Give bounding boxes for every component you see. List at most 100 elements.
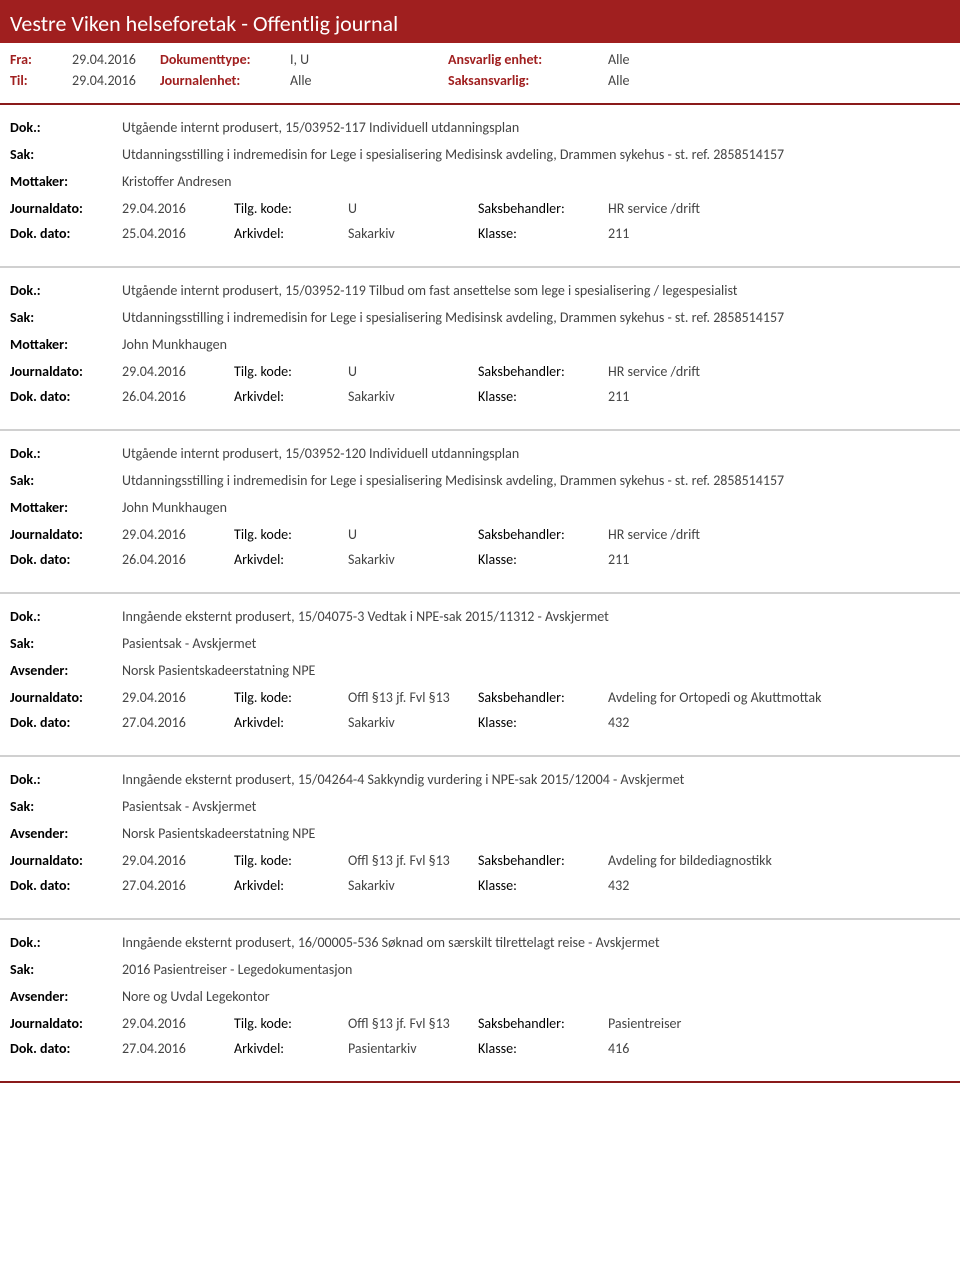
- party-value: Kristoffer Andresen: [122, 173, 232, 190]
- dok-value: Utgående internt produsert, 15/03952-119…: [122, 282, 738, 299]
- klasse-value: 211: [608, 225, 629, 242]
- dok-value: Utgående internt produsert, 15/03952-120…: [122, 445, 519, 462]
- fra-value: 29.04.2016: [72, 51, 160, 68]
- dokdato-label: Dok. dato:: [10, 225, 122, 242]
- journal-entry: Dok.:Inngående eksternt produsert, 15/04…: [0, 757, 960, 920]
- dokdato-value: 26.04.2016: [122, 551, 234, 568]
- klasse-label: Klasse:: [478, 877, 608, 894]
- sak-value: Utdanningsstilling i indremedisin for Le…: [122, 472, 784, 489]
- klasse-label: Klasse:: [478, 388, 608, 405]
- arkivdel-value: Sakarkiv: [348, 877, 478, 894]
- meta-row-1: Fra: 29.04.2016 Dokumenttype: I, U Ansva…: [10, 51, 950, 68]
- arkivdel-value: Sakarkiv: [348, 714, 478, 731]
- dokdato-label: Dok. dato:: [10, 714, 122, 731]
- klasse-value: 211: [608, 388, 629, 405]
- saksbehandler-value: HR service /drift: [608, 363, 700, 380]
- tilgkode-value: Offl §13 jf. Fvl §13: [348, 852, 478, 869]
- tilgkode-value: Offl §13 jf. Fvl §13: [348, 1015, 478, 1032]
- arkivdel-label: Arkivdel:: [234, 551, 348, 568]
- entries-container: Dok.:Utgående internt produsert, 15/0395…: [0, 105, 960, 1083]
- arkivdel-label: Arkivdel:: [234, 225, 348, 242]
- sak-label: Sak:: [10, 472, 122, 489]
- arkivdel-value: Sakarkiv: [348, 551, 478, 568]
- journal-entry: Dok.:Utgående internt produsert, 15/0395…: [0, 431, 960, 594]
- arkivdel-label: Arkivdel:: [234, 714, 348, 731]
- page-title: Vestre Viken helseforetak - Offentlig jo…: [0, 0, 960, 43]
- journaldato-value: 29.04.2016: [122, 526, 234, 543]
- journaldato-value: 29.04.2016: [122, 363, 234, 380]
- party-value: Nore og Uvdal Legekontor: [122, 988, 270, 1005]
- arkivdel-label: Arkivdel:: [234, 388, 348, 405]
- party-label: Mottaker:: [10, 336, 122, 353]
- saksbehandler-value: Avdeling for bildediagnostikk: [608, 852, 772, 869]
- saksbehandler-value: Pasientreiser: [608, 1015, 681, 1032]
- doktype-value: I, U: [290, 51, 448, 68]
- dokdato-label: Dok. dato:: [10, 877, 122, 894]
- saksbehandler-value: HR service /drift: [608, 200, 700, 217]
- journaldato-label: Journaldato:: [10, 1015, 122, 1032]
- arkivdel-value: Sakarkiv: [348, 388, 478, 405]
- til-value: 29.04.2016: [72, 72, 160, 89]
- sak-value: Pasientsak - Avskjermet: [122, 798, 256, 815]
- saksbehandler-label: Saksbehandler:: [478, 689, 608, 706]
- party-label: Mottaker:: [10, 173, 122, 190]
- tilgkode-label: Tilg. kode:: [234, 526, 348, 543]
- dokdato-label: Dok. dato:: [10, 551, 122, 568]
- dokdato-value: 26.04.2016: [122, 388, 234, 405]
- dok-label: Dok.:: [10, 771, 122, 788]
- party-value: Norsk Pasientskadeerstatning NPE: [122, 662, 315, 679]
- sak-value: Utdanningsstilling i indremedisin for Le…: [122, 309, 784, 326]
- saksbehandler-value: HR service /drift: [608, 526, 700, 543]
- tilgkode-value: U: [348, 363, 478, 380]
- sak-value: Utdanningsstilling i indremedisin for Le…: [122, 146, 784, 163]
- tilgkode-label: Tilg. kode:: [234, 689, 348, 706]
- party-value: John Munkhaugen: [122, 336, 227, 353]
- journaldato-value: 29.04.2016: [122, 1015, 234, 1032]
- sak-label: Sak:: [10, 146, 122, 163]
- dokdato-value: 27.04.2016: [122, 714, 234, 731]
- dok-label: Dok.:: [10, 934, 122, 951]
- saksansvarlig-label: Saksansvarlig:: [448, 72, 608, 89]
- saksbehandler-label: Saksbehandler:: [478, 526, 608, 543]
- arkivdel-value: Sakarkiv: [348, 225, 478, 242]
- fra-label: Fra:: [10, 51, 72, 68]
- dok-label: Dok.:: [10, 119, 122, 136]
- til-label: Til:: [10, 72, 72, 89]
- tilgkode-value: U: [348, 200, 478, 217]
- dok-label: Dok.:: [10, 282, 122, 299]
- party-value: Norsk Pasientskadeerstatning NPE: [122, 825, 315, 842]
- klasse-value: 211: [608, 551, 629, 568]
- tilgkode-label: Tilg. kode:: [234, 852, 348, 869]
- journaldato-label: Journaldato:: [10, 689, 122, 706]
- arkivdel-label: Arkivdel:: [234, 1040, 348, 1057]
- dok-value: Inngående eksternt produsert, 15/04075-3…: [122, 608, 609, 625]
- tilgkode-label: Tilg. kode:: [234, 200, 348, 217]
- dok-label: Dok.:: [10, 445, 122, 462]
- journal-entry: Dok.:Inngående eksternt produsert, 15/04…: [0, 594, 960, 757]
- dokdato-value: 27.04.2016: [122, 877, 234, 894]
- klasse-label: Klasse:: [478, 714, 608, 731]
- klasse-label: Klasse:: [478, 225, 608, 242]
- journaldato-value: 29.04.2016: [122, 689, 234, 706]
- journal-entry: Dok.:Inngående eksternt produsert, 16/00…: [0, 920, 960, 1083]
- party-label: Avsender:: [10, 662, 122, 679]
- journalenhet-label: Journalenhet:: [160, 72, 290, 89]
- party-value: John Munkhaugen: [122, 499, 227, 516]
- saksbehandler-label: Saksbehandler:: [478, 200, 608, 217]
- sak-value: 2016 Pasientreiser - Legedokumentasjon: [122, 961, 352, 978]
- klasse-label: Klasse:: [478, 551, 608, 568]
- dok-label: Dok.:: [10, 608, 122, 625]
- klasse-value: 416: [608, 1040, 629, 1057]
- journaldato-value: 29.04.2016: [122, 852, 234, 869]
- saksansvarlig-value: Alle: [608, 72, 630, 89]
- arkivdel-value: Pasientarkiv: [348, 1040, 478, 1057]
- dokdato-value: 25.04.2016: [122, 225, 234, 242]
- dokdato-value: 27.04.2016: [122, 1040, 234, 1057]
- doktype-label: Dokumenttype:: [160, 51, 290, 68]
- sak-label: Sak:: [10, 798, 122, 815]
- saksbehandler-label: Saksbehandler:: [478, 363, 608, 380]
- journaldato-value: 29.04.2016: [122, 200, 234, 217]
- ansvarlig-label: Ansvarlig enhet:: [448, 51, 608, 68]
- party-label: Avsender:: [10, 988, 122, 1005]
- saksbehandler-label: Saksbehandler:: [478, 1015, 608, 1032]
